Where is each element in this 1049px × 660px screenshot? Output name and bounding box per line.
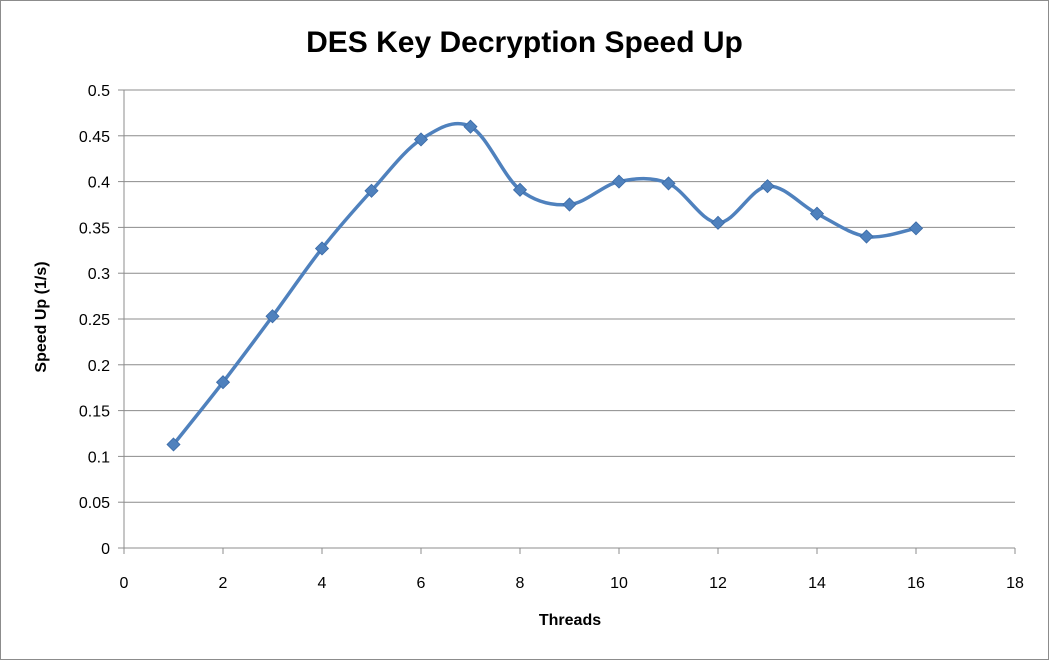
data-point	[512, 182, 528, 197]
data-point	[859, 229, 874, 244]
data-point	[809, 206, 825, 221]
x-tick-label: 14	[808, 575, 826, 592]
data-point	[413, 132, 429, 147]
x-tick-label: 10	[610, 575, 628, 592]
y-tick-label: 0.35	[79, 220, 110, 237]
y-tick-label: 0.1	[88, 449, 110, 466]
x-tick-label: 8	[516, 575, 525, 592]
series-line	[172, 121, 917, 446]
x-tick-label: 18	[1006, 575, 1024, 592]
y-tick-label: 0.5	[88, 83, 110, 100]
y-tick-label: 0.3	[88, 266, 110, 283]
y-tick-label: 0.25	[79, 312, 110, 329]
data-point	[265, 309, 280, 324]
x-tick-label: 6	[417, 575, 426, 592]
x-axis-label: Threads	[538, 612, 602, 629]
data-point	[215, 375, 231, 390]
x-tick-label: 0	[120, 575, 129, 592]
y-tick-label: 0.4	[88, 175, 110, 192]
data-point	[760, 179, 775, 194]
data-point	[908, 221, 924, 236]
x-tick-label: 16	[907, 575, 925, 592]
data-point	[562, 197, 577, 212]
x-tick-label: 4	[318, 575, 327, 592]
chart-title: DES Key Decryption Speed Up	[306, 26, 743, 59]
y-tick-label: 0.2	[88, 358, 110, 375]
data-point	[661, 176, 676, 191]
data-point	[710, 215, 726, 230]
data-point	[314, 241, 330, 256]
x-tick-label: 12	[709, 575, 727, 592]
y-tick-label: 0.05	[79, 495, 110, 512]
y-tick-label: 0.15	[79, 404, 110, 421]
x-tick-label: 2	[219, 575, 228, 592]
y-tick-label: 0	[101, 541, 110, 558]
data-point	[463, 119, 478, 134]
data-point	[166, 437, 181, 452]
data-point	[364, 183, 379, 198]
data-point	[611, 174, 627, 189]
y-tick-label: 0.45	[79, 129, 110, 146]
